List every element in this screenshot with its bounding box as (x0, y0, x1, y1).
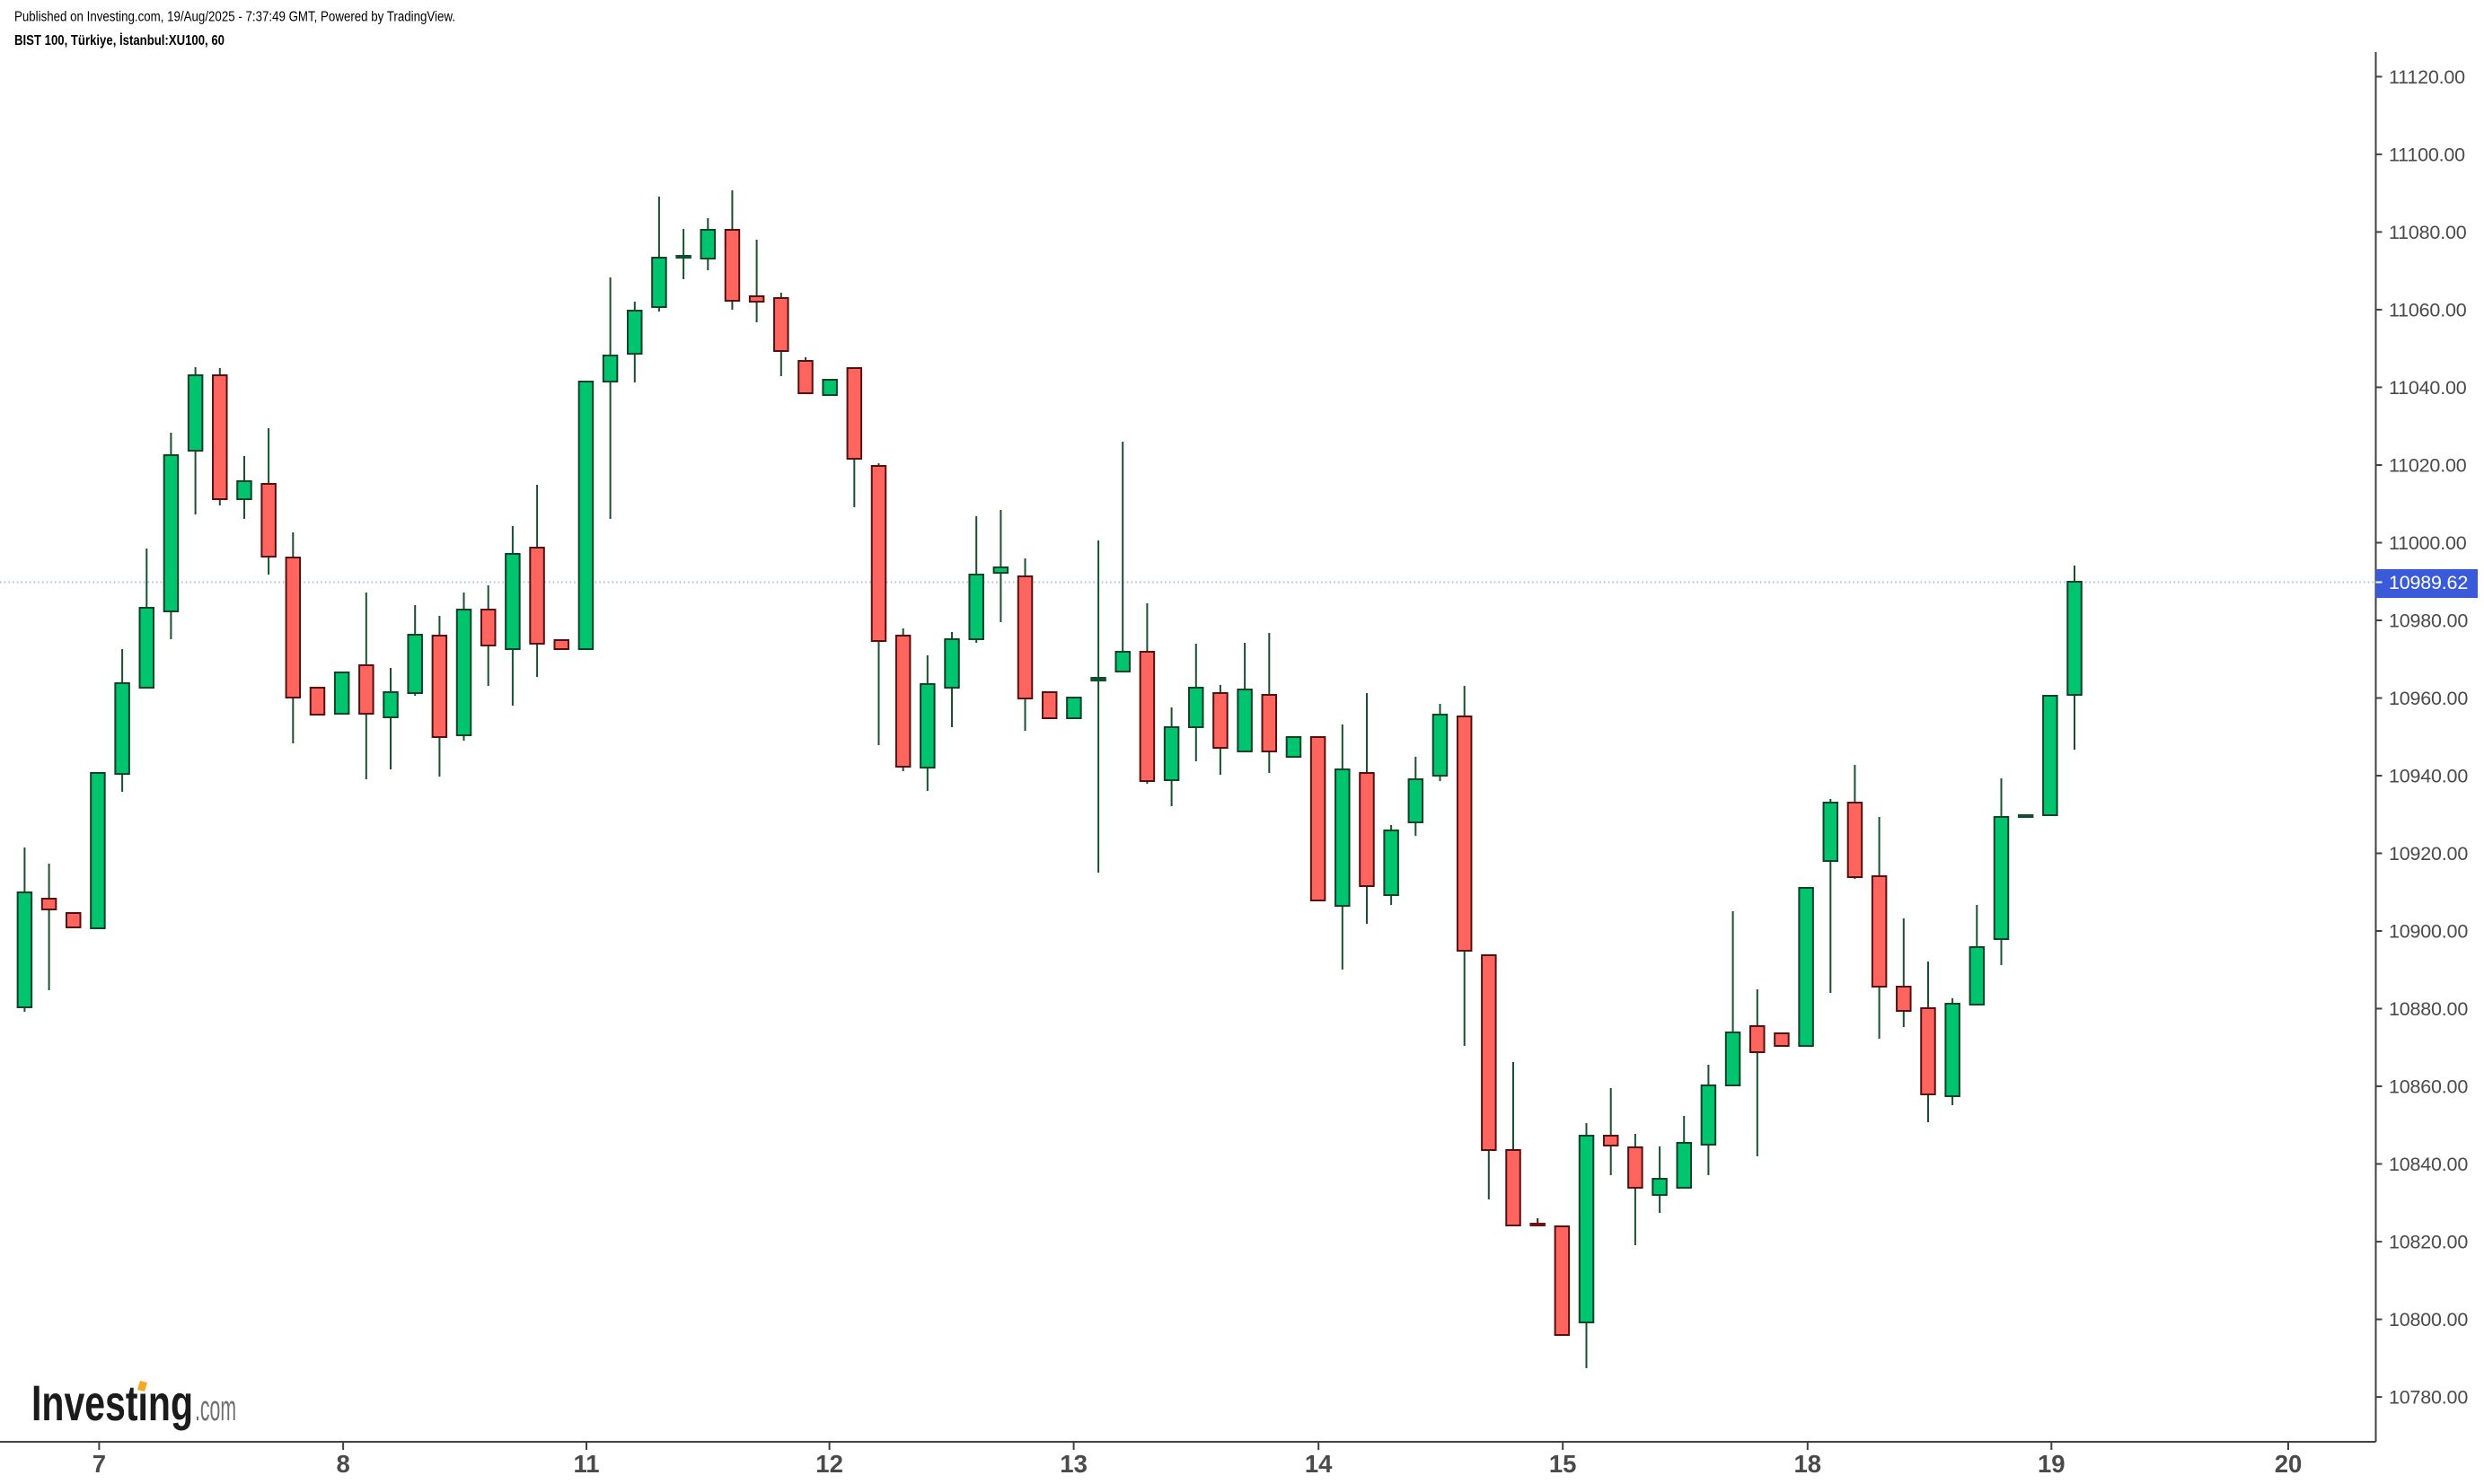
svg-text:11: 11 (573, 1450, 599, 1478)
svg-text:BIST 100, Türkiye, İstanbul:XU: BIST 100, Türkiye, İstanbul:XU100, 60 (14, 33, 225, 48)
svg-text:20: 20 (2275, 1450, 2303, 1478)
svg-text:18: 18 (1794, 1450, 1822, 1478)
svg-text:13: 13 (1060, 1450, 1088, 1478)
svg-text:10820.00: 10820.00 (2389, 1232, 2468, 1253)
svg-text:15: 15 (1549, 1450, 1577, 1478)
svg-text:10989.62: 10989.62 (2389, 572, 2468, 593)
svg-text:10900.00: 10900.00 (2389, 921, 2468, 943)
svg-text:11100.00: 11100.00 (2389, 144, 2465, 165)
svg-text:7: 7 (92, 1450, 106, 1478)
svg-text:10880.00: 10880.00 (2389, 998, 2468, 1020)
svg-text:14: 14 (1305, 1450, 1333, 1478)
svg-text:Investing: Investing (31, 1374, 193, 1431)
svg-text:11040.00: 11040.00 (2389, 377, 2467, 399)
svg-text:10980.00: 10980.00 (2389, 610, 2468, 632)
svg-text:10860.00: 10860.00 (2389, 1076, 2468, 1098)
svg-text:11020.00: 11020.00 (2389, 455, 2467, 477)
svg-text:Published on Investing.com, 19: Published on Investing.com, 19/Aug/2025 … (14, 10, 455, 25)
svg-text:19: 19 (2038, 1450, 2066, 1478)
svg-text:10800.00: 10800.00 (2389, 1309, 2468, 1330)
svg-text:11000.00: 11000.00 (2389, 532, 2467, 554)
svg-text:10840.00: 10840.00 (2389, 1154, 2468, 1175)
svg-text:.com: .com (195, 1389, 236, 1428)
svg-text:11080.00: 11080.00 (2389, 222, 2467, 243)
svg-text:8: 8 (336, 1450, 349, 1478)
svg-text:11120.00: 11120.00 (2389, 66, 2465, 88)
svg-text:10920.00: 10920.00 (2389, 843, 2468, 865)
svg-text:11060.00: 11060.00 (2389, 299, 2467, 321)
svg-text:10940.00: 10940.00 (2389, 766, 2468, 787)
svg-text:10780.00: 10780.00 (2389, 1387, 2468, 1409)
svg-text:12: 12 (815, 1450, 843, 1478)
svg-text:10960.00: 10960.00 (2389, 688, 2468, 709)
